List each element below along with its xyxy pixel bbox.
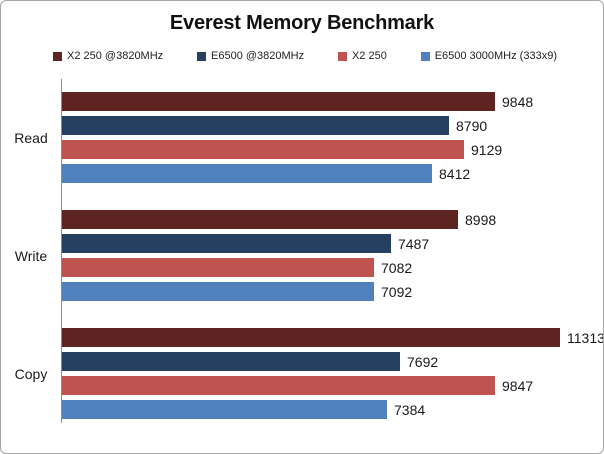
value-label: 7384 (394, 401, 426, 418)
legend-swatch-icon (53, 51, 62, 61)
value-label: 9847 (502, 377, 534, 394)
bar-row: 9847 (62, 376, 603, 395)
category-label: Write (14, 247, 48, 264)
bar-row: 8790 (62, 116, 603, 135)
value-label: 7092 (381, 283, 413, 300)
bar-row: 7384 (62, 400, 603, 419)
legend: X2 250 @3820MHz E6500 @3820MHz X2 250 E6500… (1, 50, 603, 62)
legend-label: X2 250 @3820MHz (67, 50, 164, 62)
bar (62, 140, 464, 159)
bar-row: 7092 (62, 282, 603, 301)
legend-label: E6500 @3820MHz (211, 50, 305, 62)
bar (62, 352, 400, 371)
bar (62, 116, 449, 135)
bar (62, 376, 495, 395)
bar (62, 328, 560, 347)
legend-label: X2 250 (351, 50, 387, 62)
bar (62, 210, 458, 229)
value-label: 7692 (407, 353, 439, 370)
value-label: 8412 (439, 165, 471, 182)
bar-group-write: Write 8998 7487 7082 7092 (15, 210, 603, 301)
category-label: Copy (14, 365, 48, 382)
bar (62, 234, 391, 253)
bar-row: 9129 (62, 140, 603, 159)
legend-swatch-icon (420, 51, 430, 61)
value-label: 9848 (502, 93, 534, 110)
bar-row: 8998 (62, 210, 603, 229)
legend-item: E6500 @3820MHz (197, 50, 304, 62)
legend-item: X2 250 (337, 50, 387, 62)
category-label: Read (14, 129, 48, 146)
bar (62, 258, 374, 277)
value-label: 7487 (398, 235, 430, 252)
bar-row: 11313 (62, 328, 603, 347)
bar-row: 7082 (62, 258, 603, 277)
bar-row: 8412 (62, 164, 603, 183)
value-label: 11313 (567, 329, 604, 346)
bar-row: 9848 (62, 92, 603, 111)
value-label: 8790 (456, 117, 488, 134)
legend-item: E6500 3000MHz (333x9) (420, 50, 557, 62)
bar-row: 7692 (62, 352, 603, 371)
bar-group-copy: Copy 11313 7692 9847 7384 (15, 328, 603, 419)
bar (62, 282, 374, 301)
chart-title: Everest Memory Benchmark (169, 12, 435, 34)
plot-area: Read 9848 8790 9129 8412 Write 8998 7487 7082 709… (14, 79, 603, 425)
value-label: 7082 (381, 259, 413, 276)
bar-row: 7487 (62, 234, 603, 253)
legend-label: E6500 3000MHz (333x9) (434, 50, 557, 62)
legend-swatch-icon (197, 51, 207, 61)
bar-group-read: Read 9848 8790 9129 8412 (14, 92, 603, 183)
value-label: 8998 (465, 211, 497, 228)
plot-groups: Read 9848 8790 9129 8412 Write 8998 7487 7082 709… (14, 79, 603, 419)
value-label: 9129 (471, 141, 503, 158)
y-axis-line (61, 79, 62, 423)
bar (62, 164, 432, 183)
bar (62, 92, 495, 111)
bar (62, 400, 387, 419)
legend-item: X2 250 @3820MHz (53, 50, 163, 62)
legend-swatch-icon (337, 51, 347, 61)
